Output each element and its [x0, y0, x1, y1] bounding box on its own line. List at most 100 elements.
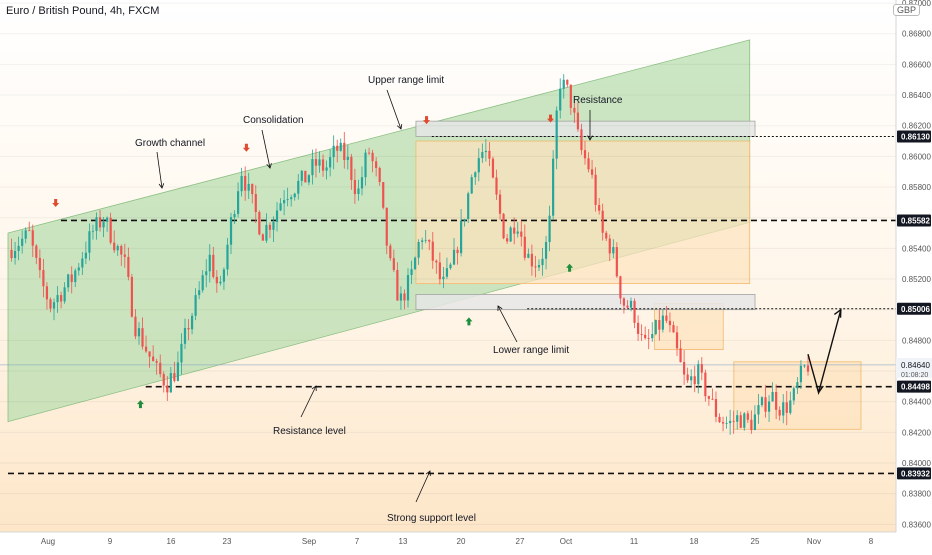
y-tick-label: 0.84000: [902, 459, 931, 468]
candle-body: [757, 405, 760, 415]
candle-body: [350, 156, 353, 181]
candle-body: [424, 239, 427, 241]
candle: [474, 171, 477, 185]
level-price-tag: [897, 380, 931, 393]
annotation-pointer-head: [425, 470, 431, 477]
y-tick-label: 0.85400: [902, 244, 931, 253]
candle: [428, 239, 431, 251]
candle: [385, 207, 388, 255]
candle: [343, 132, 346, 169]
candle-body: [208, 254, 211, 272]
candle: [123, 243, 126, 268]
candle: [615, 242, 618, 278]
candle-body: [527, 253, 530, 258]
candle: [286, 187, 289, 207]
y-tick-label: 0.84200: [902, 428, 931, 437]
candle: [251, 183, 254, 204]
candle-body: [612, 247, 615, 254]
candle-body: [403, 293, 406, 301]
candle-body: [417, 242, 420, 258]
candle: [244, 166, 247, 201]
candle: [725, 416, 728, 429]
candle: [176, 351, 180, 382]
candle-body: [336, 145, 339, 151]
candle-body: [601, 210, 604, 233]
candle-body: [382, 182, 385, 208]
y-tick-label: 0.85200: [902, 275, 931, 284]
y-tick-label: 0.86800: [902, 30, 931, 39]
candle-body: [672, 325, 675, 333]
level-price-label: 0.85006: [901, 305, 930, 314]
candle: [520, 220, 523, 247]
candle-body: [45, 286, 49, 300]
candle: [21, 230, 24, 254]
candle-body: [619, 276, 622, 299]
candle-body: [357, 188, 360, 195]
candle: [180, 333, 183, 375]
candle-body: [35, 245, 38, 258]
candle-body: [690, 376, 693, 381]
candle-body: [633, 300, 636, 323]
candle-body: [364, 152, 367, 178]
candle-body: [799, 365, 803, 383]
x-tick-label: Oct: [560, 537, 573, 546]
candle: [98, 210, 102, 232]
candle: [619, 275, 622, 305]
candle: [95, 212, 98, 240]
candle-body: [580, 129, 583, 151]
candle-body: [520, 231, 523, 237]
candle: [764, 385, 767, 418]
candle: [113, 230, 116, 253]
candle: [796, 377, 799, 395]
candle-body: [205, 271, 208, 276]
candle-body: [707, 396, 710, 399]
candle-body: [10, 249, 13, 259]
candle-body: [771, 391, 774, 402]
candle: [516, 222, 519, 238]
candle: [106, 216, 109, 232]
candle: [739, 411, 742, 429]
candle-body: [711, 398, 714, 400]
candle-body: [544, 241, 548, 259]
candle: [410, 260, 413, 285]
candle-body: [120, 246, 123, 255]
candle: [421, 237, 424, 250]
annotation-pointer-head: [587, 135, 593, 141]
x-tick-label: Nov: [807, 537, 821, 546]
candle-body: [530, 253, 533, 267]
candle-body: [636, 322, 640, 334]
candle: [527, 248, 530, 259]
candle-body: [668, 320, 672, 326]
candle-body: [300, 170, 303, 181]
candle-body: [775, 391, 778, 410]
candle-body: [63, 287, 66, 302]
candle-body: [159, 362, 162, 375]
candle: [187, 319, 190, 341]
candle-body: [332, 145, 335, 158]
candle: [548, 205, 551, 252]
candle-body: [697, 364, 700, 385]
candle-body: [297, 180, 300, 194]
candle-body: [562, 79, 565, 89]
candle-body: [753, 414, 757, 431]
candle-body: [339, 142, 342, 151]
candle: [148, 351, 151, 368]
currency-badge[interactable]: GBP: [892, 4, 920, 16]
candle-body: [176, 362, 180, 381]
candle-body: [42, 270, 45, 287]
candle-body: [725, 423, 728, 424]
candle: [325, 160, 328, 180]
candle: [704, 369, 707, 402]
annotation-label: Resistance level: [273, 426, 346, 437]
candle: [233, 210, 236, 224]
red-arrow-marker: [423, 116, 431, 125]
candle-body: [573, 107, 576, 113]
candle-body: [481, 152, 484, 159]
x-tick-label: 18: [690, 537, 699, 546]
x-tick-label: 25: [751, 537, 760, 546]
candle-body: [353, 180, 357, 195]
candle-body: [435, 260, 438, 263]
candle-body: [318, 159, 321, 166]
